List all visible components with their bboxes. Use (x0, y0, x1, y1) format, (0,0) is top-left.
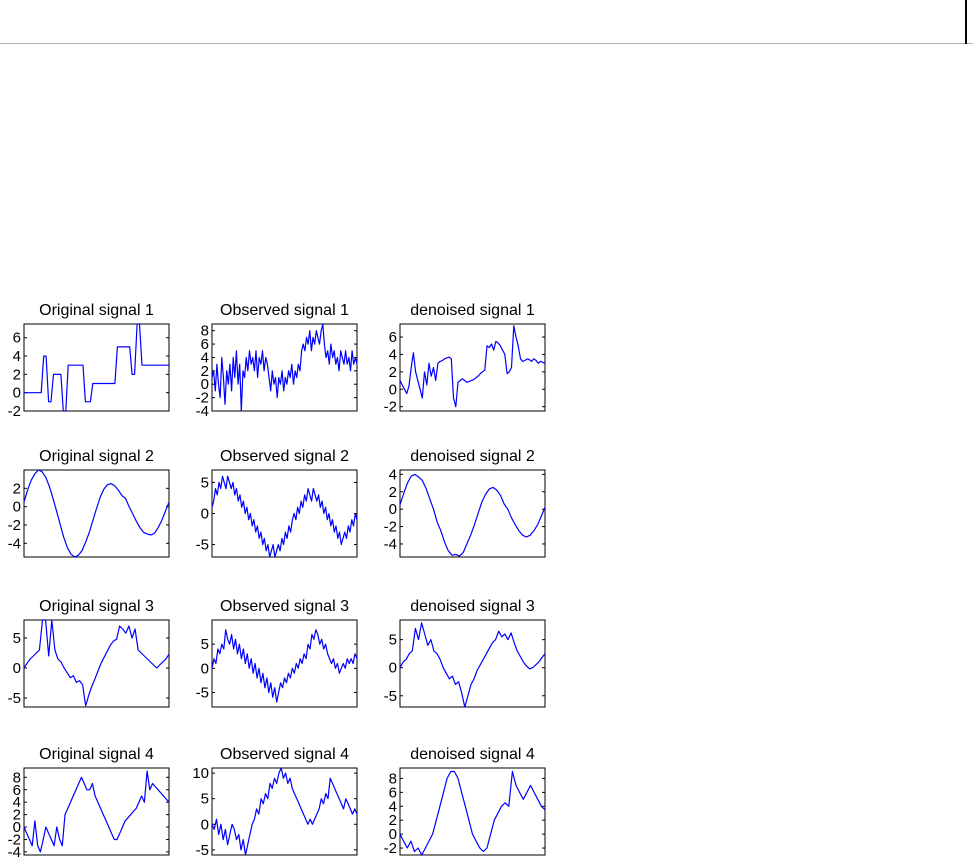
signal-line-4 (23, 469, 170, 558)
signal-line-5 (211, 475, 358, 558)
plot-axes-box-12 (399, 767, 546, 856)
y-tick-label: 0 (13, 660, 21, 677)
y-tick-label: 6 (13, 782, 21, 799)
signal-line-3 (399, 325, 546, 408)
plot-axes-box-2 (211, 323, 358, 412)
y-tick-label: 0 (13, 819, 21, 836)
y-tick-label: 2 (389, 484, 397, 501)
y-tick-label: 8 (201, 323, 209, 340)
plot-title-6: denoised signal 2 (410, 448, 535, 465)
y-tick-label: 2 (13, 480, 21, 497)
y-tick-label: 2 (13, 807, 21, 824)
y-tick-label: -2 (196, 390, 209, 407)
plot-title-12: denoised signal 4 (410, 746, 535, 763)
y-tick-label: -2 (8, 403, 21, 420)
signal-line-8 (211, 629, 358, 703)
signal-line-2 (211, 323, 358, 412)
y-tick-label: 5 (201, 791, 209, 808)
plot-title-4: Original signal 2 (39, 448, 154, 465)
y-tick-label: 0 (201, 506, 209, 523)
y-tick-label: 5 (13, 630, 21, 647)
plot-axes-box-8 (211, 619, 358, 708)
y-tick-label: 2 (389, 812, 397, 829)
y-tick-label: -2 (384, 519, 397, 536)
y-tick-label: -4 (384, 536, 397, 553)
plot-title-10: Original signal 4 (39, 746, 154, 763)
plot-title-1: Original signal 1 (39, 302, 154, 319)
plot-axes-box-4 (23, 469, 170, 558)
toolbar-edge-divider (965, 0, 967, 44)
y-tick-label: 4 (389, 798, 397, 815)
y-tick-label: 0 (201, 660, 209, 677)
plot-title-11: Observed signal 4 (220, 746, 349, 763)
y-tick-label: -5 (196, 537, 209, 554)
y-tick-label: 4 (389, 346, 397, 363)
y-tick-label: -2 (384, 840, 397, 857)
plot-axes-box-11 (211, 767, 358, 856)
y-tick-label: -5 (384, 688, 397, 705)
y-tick-label: 8 (389, 770, 397, 787)
signal-line-11 (211, 767, 358, 856)
signal-line-1 (24, 323, 169, 412)
plot-title-7: Original signal 3 (39, 598, 154, 615)
y-tick-label: 6 (13, 330, 21, 347)
top-toolbar (0, 0, 973, 44)
y-tick-label: 4 (13, 794, 21, 811)
plot-title-9: denoised signal 3 (410, 598, 535, 615)
plot-axes-box-9 (399, 619, 546, 708)
signal-line-10 (23, 770, 170, 853)
y-tick-label: 0 (389, 826, 397, 843)
y-tick-label: 0 (389, 501, 397, 518)
y-tick-label: 5 (201, 474, 209, 491)
y-tick-label: -2 (8, 831, 21, 848)
plot-axes-box-6 (399, 469, 546, 558)
plot-axes-box-10 (23, 767, 170, 856)
y-tick-label: 2 (13, 366, 21, 383)
y-tick-label: -5 (196, 685, 209, 702)
y-tick-label: 6 (201, 336, 209, 353)
y-tick-label: 2 (389, 364, 397, 381)
y-tick-label: 4 (389, 466, 397, 483)
y-tick-label: -4 (8, 844, 21, 859)
signal-line-6 (399, 473, 546, 557)
y-tick-label: 4 (201, 349, 209, 366)
plot-title-3: denoised signal 1 (410, 302, 535, 319)
plot-axes-box-1 (23, 323, 170, 412)
y-tick-label: -4 (196, 403, 209, 420)
y-tick-label: 8 (13, 769, 21, 786)
signal-line-7 (23, 619, 170, 707)
y-tick-label: -4 (8, 535, 21, 552)
plot-title-8: Observed signal 3 (220, 598, 349, 615)
signal-line-12 (399, 770, 546, 856)
plot-title-5: Observed signal 2 (220, 448, 349, 465)
y-tick-label: 5 (389, 632, 397, 649)
y-tick-label: 4 (13, 348, 21, 365)
plot-title-2: Observed signal 1 (220, 302, 349, 319)
y-tick-label: -5 (196, 842, 209, 859)
y-tick-label: 10 (192, 765, 209, 782)
y-tick-label: 5 (201, 636, 209, 653)
plot-axes-box-7 (23, 619, 170, 708)
y-tick-label: -2 (384, 399, 397, 416)
plot-axes-box-5 (211, 469, 358, 558)
y-tick-label: 0 (389, 381, 397, 398)
y-tick-label: 0 (389, 660, 397, 677)
y-tick-label: 0 (13, 499, 21, 516)
y-tick-label: -5 (8, 690, 21, 707)
y-tick-label: -2 (8, 517, 21, 534)
plot-axes-box-3 (399, 323, 546, 412)
y-tick-label: 6 (389, 329, 397, 346)
signal-line-9 (399, 622, 546, 708)
y-tick-label: 6 (389, 784, 397, 801)
y-tick-label: 0 (201, 376, 209, 393)
y-tick-label: 0 (201, 816, 209, 833)
y-tick-label: 0 (13, 385, 21, 402)
y-tick-label: 2 (201, 363, 209, 380)
